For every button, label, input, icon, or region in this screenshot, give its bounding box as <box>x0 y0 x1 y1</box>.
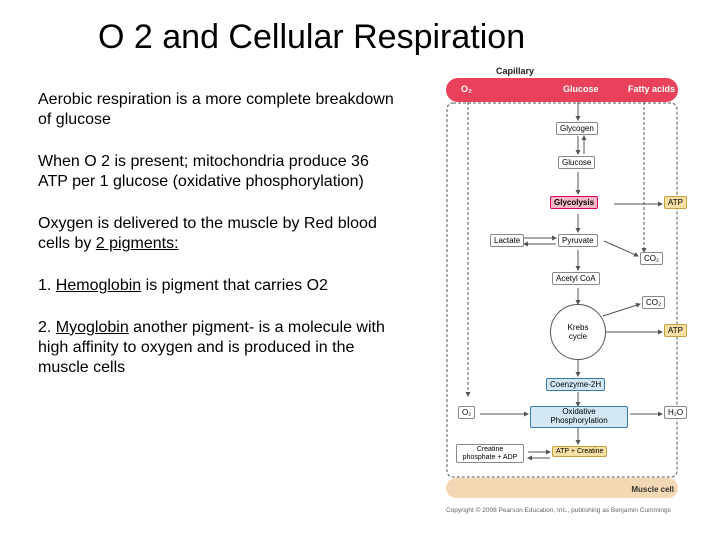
atp1-node: ATP <box>664 196 687 209</box>
atp2-node: ATP <box>664 324 687 337</box>
paragraph-2: When O 2 is present; mitochondria produc… <box>38 152 398 192</box>
glycolysis-node: Glycolysis <box>550 196 598 209</box>
pyruvate-node: Pyruvate <box>558 234 598 247</box>
capillary-label: Capillary <box>496 66 534 76</box>
page-title: O 2 and Cellular Respiration <box>98 18 525 57</box>
krebs-node: Krebs cycle <box>550 304 606 360</box>
glucose-top-label: Glucose <box>563 84 599 94</box>
diagram-copyright: Copyright © 2008 Pearson Education, Inc.… <box>446 507 671 514</box>
fatty-top-label: Fatty acids <box>628 84 675 94</box>
p5-myoglobin: Myoglobin <box>56 319 129 336</box>
co2b-node: CO₂ <box>642 296 665 309</box>
oxphos-node: Oxidative Phosphorylation <box>530 406 628 428</box>
o2-top-label: O₂ <box>461 84 472 94</box>
p5-num: 2. <box>38 319 56 336</box>
glycogen-node: Glycogen <box>556 122 598 135</box>
paragraph-1: Aerobic respiration is a more complete b… <box>38 90 398 130</box>
muscle-cell-label: Muscle cell <box>631 485 674 494</box>
co2a-node: CO₂ <box>640 252 663 265</box>
p3-pigments: 2 pigments: <box>96 235 179 252</box>
paragraph-4: 1. Hemoglobin is pigment that carries O2 <box>38 276 398 296</box>
h2o-node: H₂O <box>664 406 687 419</box>
paragraph-5: 2. Myoglobin another pigment- is a molec… <box>38 318 398 378</box>
glucose-node: Glucose <box>558 156 595 169</box>
paragraph-3: Oxygen is delivered to the muscle by Red… <box>38 214 398 254</box>
o2-node: O₂ <box>458 406 475 419</box>
creatine-p-node: Creatine phosphate + ADP <box>456 444 524 463</box>
p4-num: 1. <box>38 277 56 294</box>
respiration-diagram: Capillary O₂ Glucose Fatty acids Muscle … <box>418 76 708 516</box>
creatine-atp-node: ATP + Creatine <box>552 446 607 457</box>
lactate-node: Lactate <box>490 234 524 247</box>
p3-text: Oxygen is delivered to the muscle by Red… <box>38 215 377 252</box>
p4-rest: is pigment that carries O2 <box>141 277 328 294</box>
acetyl-node: Acetyl CoA <box>552 272 600 285</box>
p4-hemoglobin: Hemoglobin <box>56 277 141 294</box>
text-column: Aerobic respiration is a more complete b… <box>38 90 398 400</box>
coenzyme-node: Coenzyme-2H <box>546 378 605 391</box>
